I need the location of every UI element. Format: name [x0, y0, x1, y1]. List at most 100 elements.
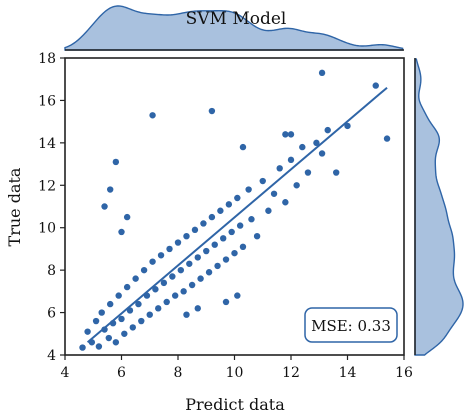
scatter-point: [318, 150, 326, 157]
scatter-point: [236, 222, 244, 229]
scatter-point: [107, 186, 114, 193]
scatter-point: [177, 266, 185, 274]
scatter-point: [372, 82, 379, 89]
y-axis-title: True data: [5, 167, 24, 246]
scatter-point: [188, 281, 196, 289]
scatter-point: [265, 207, 272, 214]
scatter-point: [200, 220, 207, 227]
scatter-point: [169, 273, 176, 280]
scatter-point: [205, 269, 213, 276]
right-kde-area: [414, 58, 464, 356]
scatter-point: [115, 292, 122, 299]
x-tick-label: 14: [339, 365, 357, 381]
y-ticks: 4 6 8 10 12 14 16 18: [38, 51, 65, 364]
x-axis-title: Predict data: [185, 395, 285, 414]
scatter-point: [211, 241, 218, 248]
scatter-point: [318, 69, 326, 77]
scatter-point: [118, 228, 125, 236]
scatter-point: [98, 309, 105, 316]
scatter-point: [194, 305, 201, 312]
top-marginal-kde: [64, 5, 404, 51]
scatter-point: [248, 216, 255, 223]
scatter-point: [123, 283, 131, 291]
scatter-point: [220, 235, 227, 242]
y-tick-label: 18: [38, 51, 56, 67]
scatter-point: [149, 112, 156, 119]
scatter-point: [239, 243, 247, 251]
scatter-point: [163, 298, 170, 306]
scatter-point: [149, 258, 156, 265]
scatter-point: [118, 315, 125, 323]
scatter-point: [146, 311, 153, 318]
scatter-point: [105, 334, 112, 342]
scatter-point: [299, 143, 306, 151]
y-tick-label: 16: [38, 93, 56, 109]
scatter-point: [282, 199, 289, 206]
scatter-point: [324, 126, 331, 134]
scatter-point: [174, 239, 182, 246]
scatter-point: [121, 330, 128, 337]
x-tick-label: 4: [61, 365, 70, 381]
scatter-point: [225, 201, 233, 208]
scatter-point: [222, 256, 230, 263]
scatter-points: [79, 69, 391, 351]
scatter-point: [157, 252, 165, 259]
x-tick-label: 8: [174, 365, 183, 381]
scatter-point: [287, 156, 295, 164]
mse-label: MSE: 0.33: [311, 317, 391, 335]
scatter-point: [253, 233, 261, 240]
scatter-point: [183, 233, 190, 240]
scatter-point: [344, 122, 351, 130]
regression-line: [86, 86, 388, 344]
x-tick-label: 12: [282, 365, 300, 381]
scatter-point: [183, 311, 190, 318]
scatter-point: [92, 317, 100, 325]
scatter-point: [217, 207, 224, 214]
scatter-point: [107, 300, 114, 308]
scatter-point: [197, 275, 204, 282]
scatter-point: [95, 343, 103, 350]
scatter-point: [160, 279, 168, 287]
scatter-point: [135, 300, 142, 308]
y-tick-label: 6: [47, 306, 56, 322]
x-tick-label: 16: [395, 365, 413, 381]
y-tick-label: 8: [47, 263, 56, 279]
scatter-point: [287, 131, 295, 138]
scatter-point: [112, 158, 120, 166]
scatter-point: [203, 247, 210, 255]
scatter-point: [140, 266, 148, 274]
scatter-point: [171, 292, 179, 299]
scatter-point: [155, 305, 162, 312]
scatter-point: [245, 186, 252, 193]
scatter-point: [228, 228, 235, 236]
x-tick-label: 6: [117, 365, 126, 381]
scatter-point: [186, 260, 193, 267]
scatter-point: [313, 139, 320, 147]
scatter-point: [333, 169, 340, 176]
y-tick-label: 4: [47, 348, 56, 364]
scatter-point: [166, 245, 173, 253]
top-kde-area: [64, 5, 404, 51]
mse-box: [304, 307, 398, 343]
y-tick-label: 12: [38, 178, 56, 194]
scatter-point: [208, 213, 216, 221]
scatter-point: [304, 169, 312, 176]
scatter-point: [129, 324, 136, 331]
x-ticks: 4 6 8 10 12 14 16: [61, 355, 413, 381]
scatter-point: [239, 143, 247, 151]
scatter-point: [222, 298, 230, 306]
scatter-point: [276, 165, 283, 172]
scatter-point: [293, 182, 300, 189]
scatter-point: [191, 226, 199, 234]
mse-annotation: MSE: 0.33: [304, 307, 398, 343]
scatter-point: [132, 275, 139, 282]
scatter-point: [112, 339, 120, 346]
scatter-point: [180, 288, 187, 295]
scatter-point: [123, 213, 131, 221]
scatter-point: [259, 177, 266, 185]
scatter-point: [270, 190, 278, 197]
scatter-point: [101, 203, 108, 210]
scatter-point: [383, 135, 391, 142]
